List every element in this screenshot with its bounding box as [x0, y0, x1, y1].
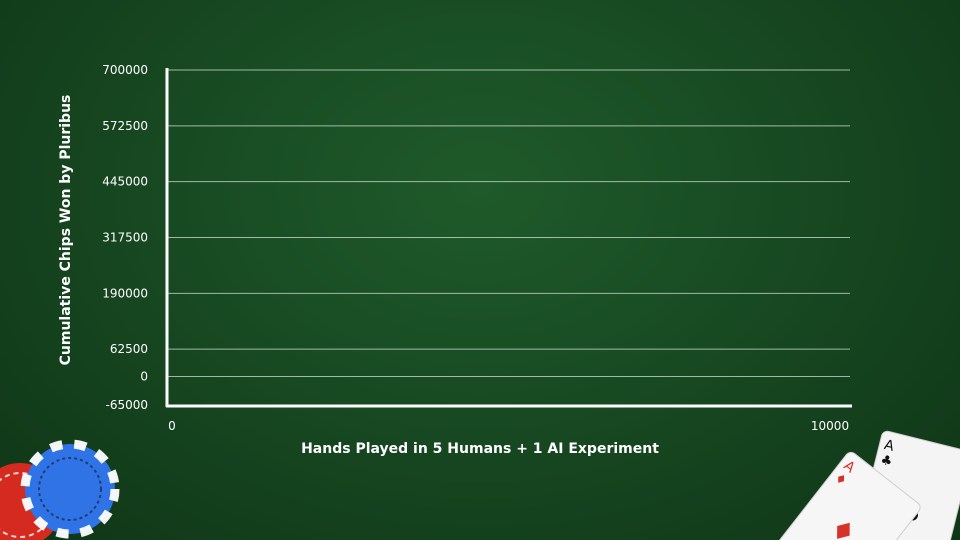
y-tick-labels: -65000 0 62500 190000 317500 445000 572500 7000… [102, 63, 148, 412]
blue-poker-chip [25, 444, 115, 534]
y-tick-label: 445000 [102, 175, 148, 189]
y-tick-label: 0 [140, 370, 148, 384]
y-tick-label: 317500 [102, 231, 148, 245]
y-tick-label: 572500 [102, 119, 148, 133]
y-tick-label: -65000 [105, 398, 148, 412]
y-tick-label: 62500 [110, 342, 148, 356]
y-tick-label: 190000 [102, 286, 148, 300]
x-tick-labels: 0 10000 [168, 419, 849, 433]
x-tick-label: 0 [168, 419, 176, 433]
y-axis-title: Cumulative Chips Won by Pluribus [58, 95, 74, 366]
gridlines [167, 70, 850, 377]
y-tick-label: 700000 [102, 63, 148, 77]
x-axis-title: Hands Played in 5 Humans + 1 AI Experime… [301, 441, 659, 457]
x-tick-label: 10000 [811, 419, 849, 433]
